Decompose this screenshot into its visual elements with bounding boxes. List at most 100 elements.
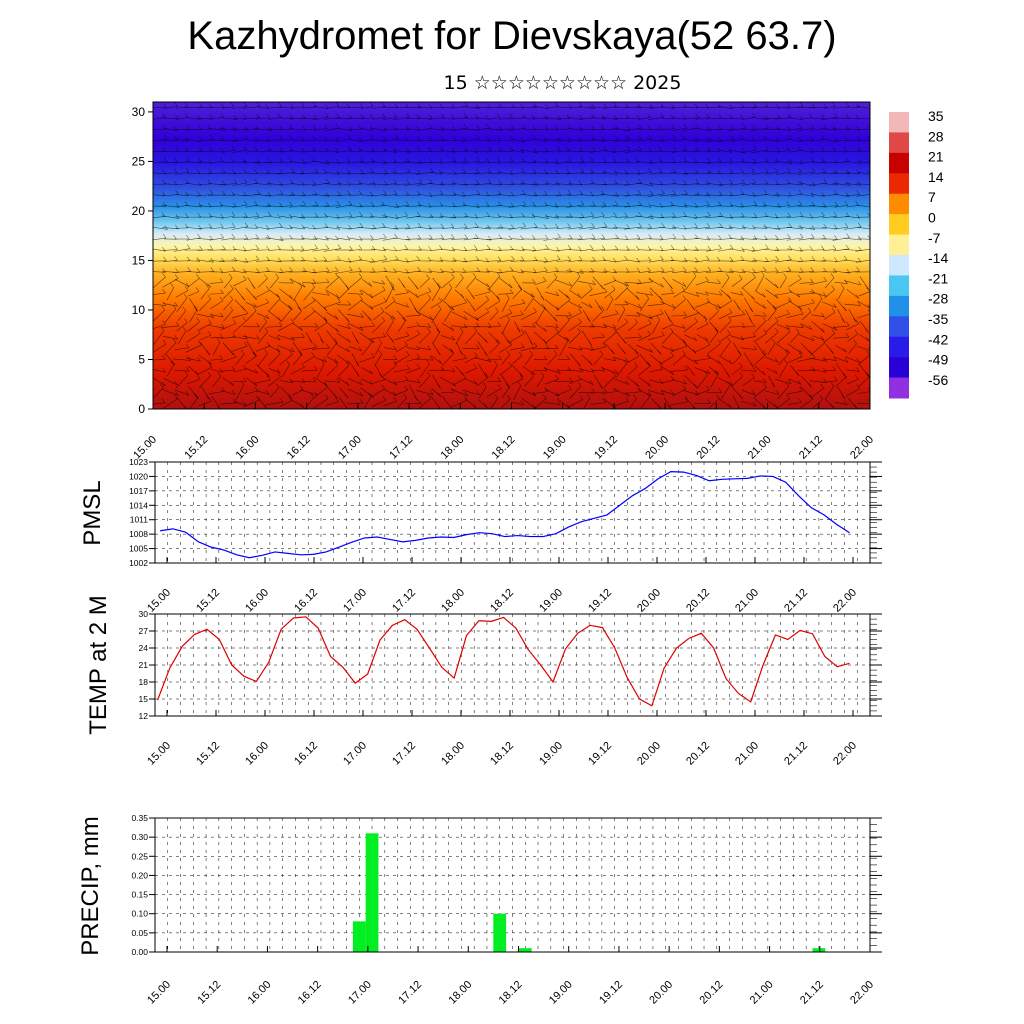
wind-barb-flag <box>186 256 191 262</box>
wind-barb-flag <box>799 247 803 252</box>
wind-barb-flag <box>590 345 594 350</box>
wind-barb-flag <box>590 212 595 217</box>
wind-barb-flag <box>506 383 511 389</box>
wind-barb-flag <box>661 390 665 395</box>
wind-barb <box>800 386 813 400</box>
wind-barb <box>234 353 245 366</box>
wind-barb-flag <box>788 113 792 119</box>
wind-barb <box>416 311 433 321</box>
wind-barb <box>243 248 259 252</box>
wind-barb-flag <box>544 115 549 120</box>
wind-barb-flag <box>719 223 723 228</box>
wind-barb-flag <box>264 349 268 354</box>
wind-barb <box>719 399 732 409</box>
wind-barb <box>697 311 708 321</box>
wind-barb-flag <box>251 284 256 289</box>
wind-barb <box>381 215 399 219</box>
wind-barb <box>385 286 395 302</box>
wind-barb-flag <box>415 293 419 298</box>
wind-barb <box>199 298 211 311</box>
wind-barb-flag <box>786 102 791 108</box>
wind-barb-flag <box>810 233 815 239</box>
wind-barb-flag <box>691 371 695 376</box>
wind-barb <box>311 347 330 350</box>
wind-barb <box>313 376 328 387</box>
wind-barb-flag <box>740 113 744 119</box>
wind-barb <box>409 297 418 312</box>
wind-barb-flag <box>187 125 191 130</box>
wind-barb <box>451 227 468 229</box>
wind-barb <box>606 299 614 311</box>
wind-barb-flag <box>532 246 536 251</box>
wind-barb-flag <box>506 394 511 400</box>
wind-barb-flag <box>518 284 523 290</box>
wind-barb-flag <box>334 315 339 320</box>
wind-barb <box>624 193 642 197</box>
wind-barb <box>533 139 548 142</box>
wind-barb-flag <box>256 268 260 273</box>
wind-barb-flag <box>775 136 780 142</box>
wind-barb <box>603 375 616 388</box>
wind-barb <box>406 315 421 317</box>
wind-barb-flag <box>614 115 618 120</box>
wind-barb <box>452 302 467 308</box>
x-tick-label: 21.00 <box>746 434 774 462</box>
wind-barb-flag <box>866 372 870 377</box>
wind-barb-flag <box>289 124 293 130</box>
wind-barb-flag <box>210 257 215 263</box>
wind-barb-flag <box>448 305 452 311</box>
wind-barb-flag <box>858 235 862 241</box>
wind-barb <box>856 105 870 109</box>
wind-barb <box>233 270 247 274</box>
wind-barb <box>603 324 617 329</box>
wind-barb-flag <box>325 244 330 250</box>
wind-barb-flag <box>660 113 664 118</box>
wind-barb <box>555 160 572 164</box>
wind-barb <box>312 193 330 197</box>
wind-barb <box>233 279 247 287</box>
wind-barb-flag <box>609 294 614 300</box>
wind-barb <box>474 291 491 297</box>
wind-barb <box>223 299 233 311</box>
wind-barb <box>221 149 236 153</box>
wind-barb <box>718 377 733 386</box>
wind-barb-flag <box>866 287 870 292</box>
wind-barb-flag <box>650 190 654 195</box>
wind-barb-flag <box>694 213 698 219</box>
wind-barb-flag <box>417 399 422 404</box>
wind-barb-flag <box>729 114 733 119</box>
wind-barb <box>731 278 743 288</box>
wind-barb <box>774 139 792 142</box>
wind-barb-flag <box>382 246 386 252</box>
y-tick-label: 0.25 <box>131 851 148 861</box>
wind-barb-flag <box>588 340 592 346</box>
wind-barb-flag <box>649 348 653 353</box>
wind-barb-flag <box>175 391 179 396</box>
wind-barb <box>246 310 257 322</box>
wind-barb <box>324 117 340 120</box>
wind-barb <box>280 386 292 399</box>
wind-barb <box>153 248 166 252</box>
wind-barb <box>522 117 535 120</box>
wind-barb-flag <box>545 244 549 250</box>
wind-barb <box>312 160 330 164</box>
wind-barb <box>404 161 423 164</box>
wind-barb <box>314 322 328 332</box>
wind-barb <box>258 321 267 333</box>
wind-barb-flag <box>287 305 292 310</box>
wind-barb <box>175 183 189 186</box>
wind-barb <box>810 161 826 163</box>
wind-barb-flag <box>692 349 697 354</box>
wind-barb <box>637 323 652 331</box>
x-tick-label: 19.00 <box>547 979 575 1007</box>
wind-barb <box>753 380 767 383</box>
wind-barb-flag <box>370 338 375 343</box>
x-tick-label: 18.00 <box>439 740 467 768</box>
wind-barb-flag <box>426 371 431 376</box>
wind-barb <box>754 320 766 333</box>
wind-barb-flag <box>196 268 201 273</box>
wind-barb <box>546 354 558 366</box>
wind-barb-flag <box>532 278 536 284</box>
wind-barb <box>626 117 640 120</box>
wind-barb <box>370 127 387 132</box>
